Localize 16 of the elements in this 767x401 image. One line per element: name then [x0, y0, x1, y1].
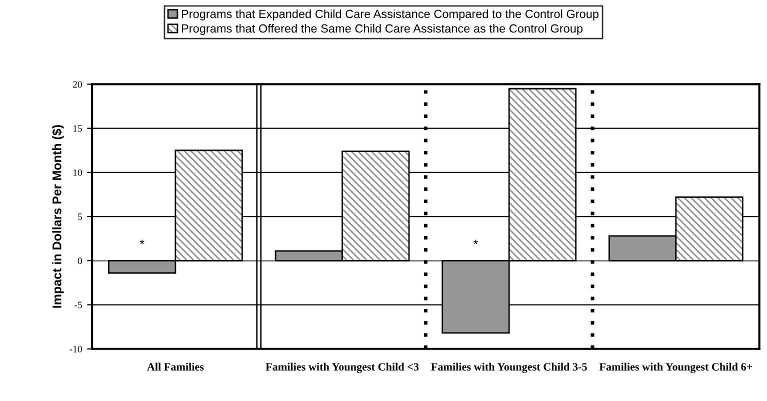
annotation: * — [474, 240, 478, 244]
annotation: * — [140, 240, 144, 244]
x-tick-label: All Families — [147, 362, 204, 371]
y-tick-label: -10 — [70, 346, 82, 352]
y-tick-label: 15 — [73, 125, 82, 132]
y-axis-title: Impact in Dollars Per Month ($) — [52, 125, 64, 308]
x-tick-label: Families with Youngest Child <3 — [266, 362, 419, 373]
x-tick-label: Families with Youngest Child 6+ — [599, 362, 752, 373]
legend-label: Programs that Expanded Child Care Assistance Compared to the Control Group — [182, 9, 599, 20]
y-tick-label: 10 — [73, 169, 82, 176]
y-tick-label: 20 — [73, 81, 82, 88]
y-tick-label: 5 — [78, 214, 82, 220]
legend-label: Programs that Offered the Same Child Care Assistance as the Control Group — [182, 24, 583, 35]
x-tick-label: Families with Youngest Child 3-5 — [431, 362, 587, 373]
y-tick-label: -5 — [74, 302, 82, 308]
y-tick-label: 0 — [78, 258, 82, 264]
